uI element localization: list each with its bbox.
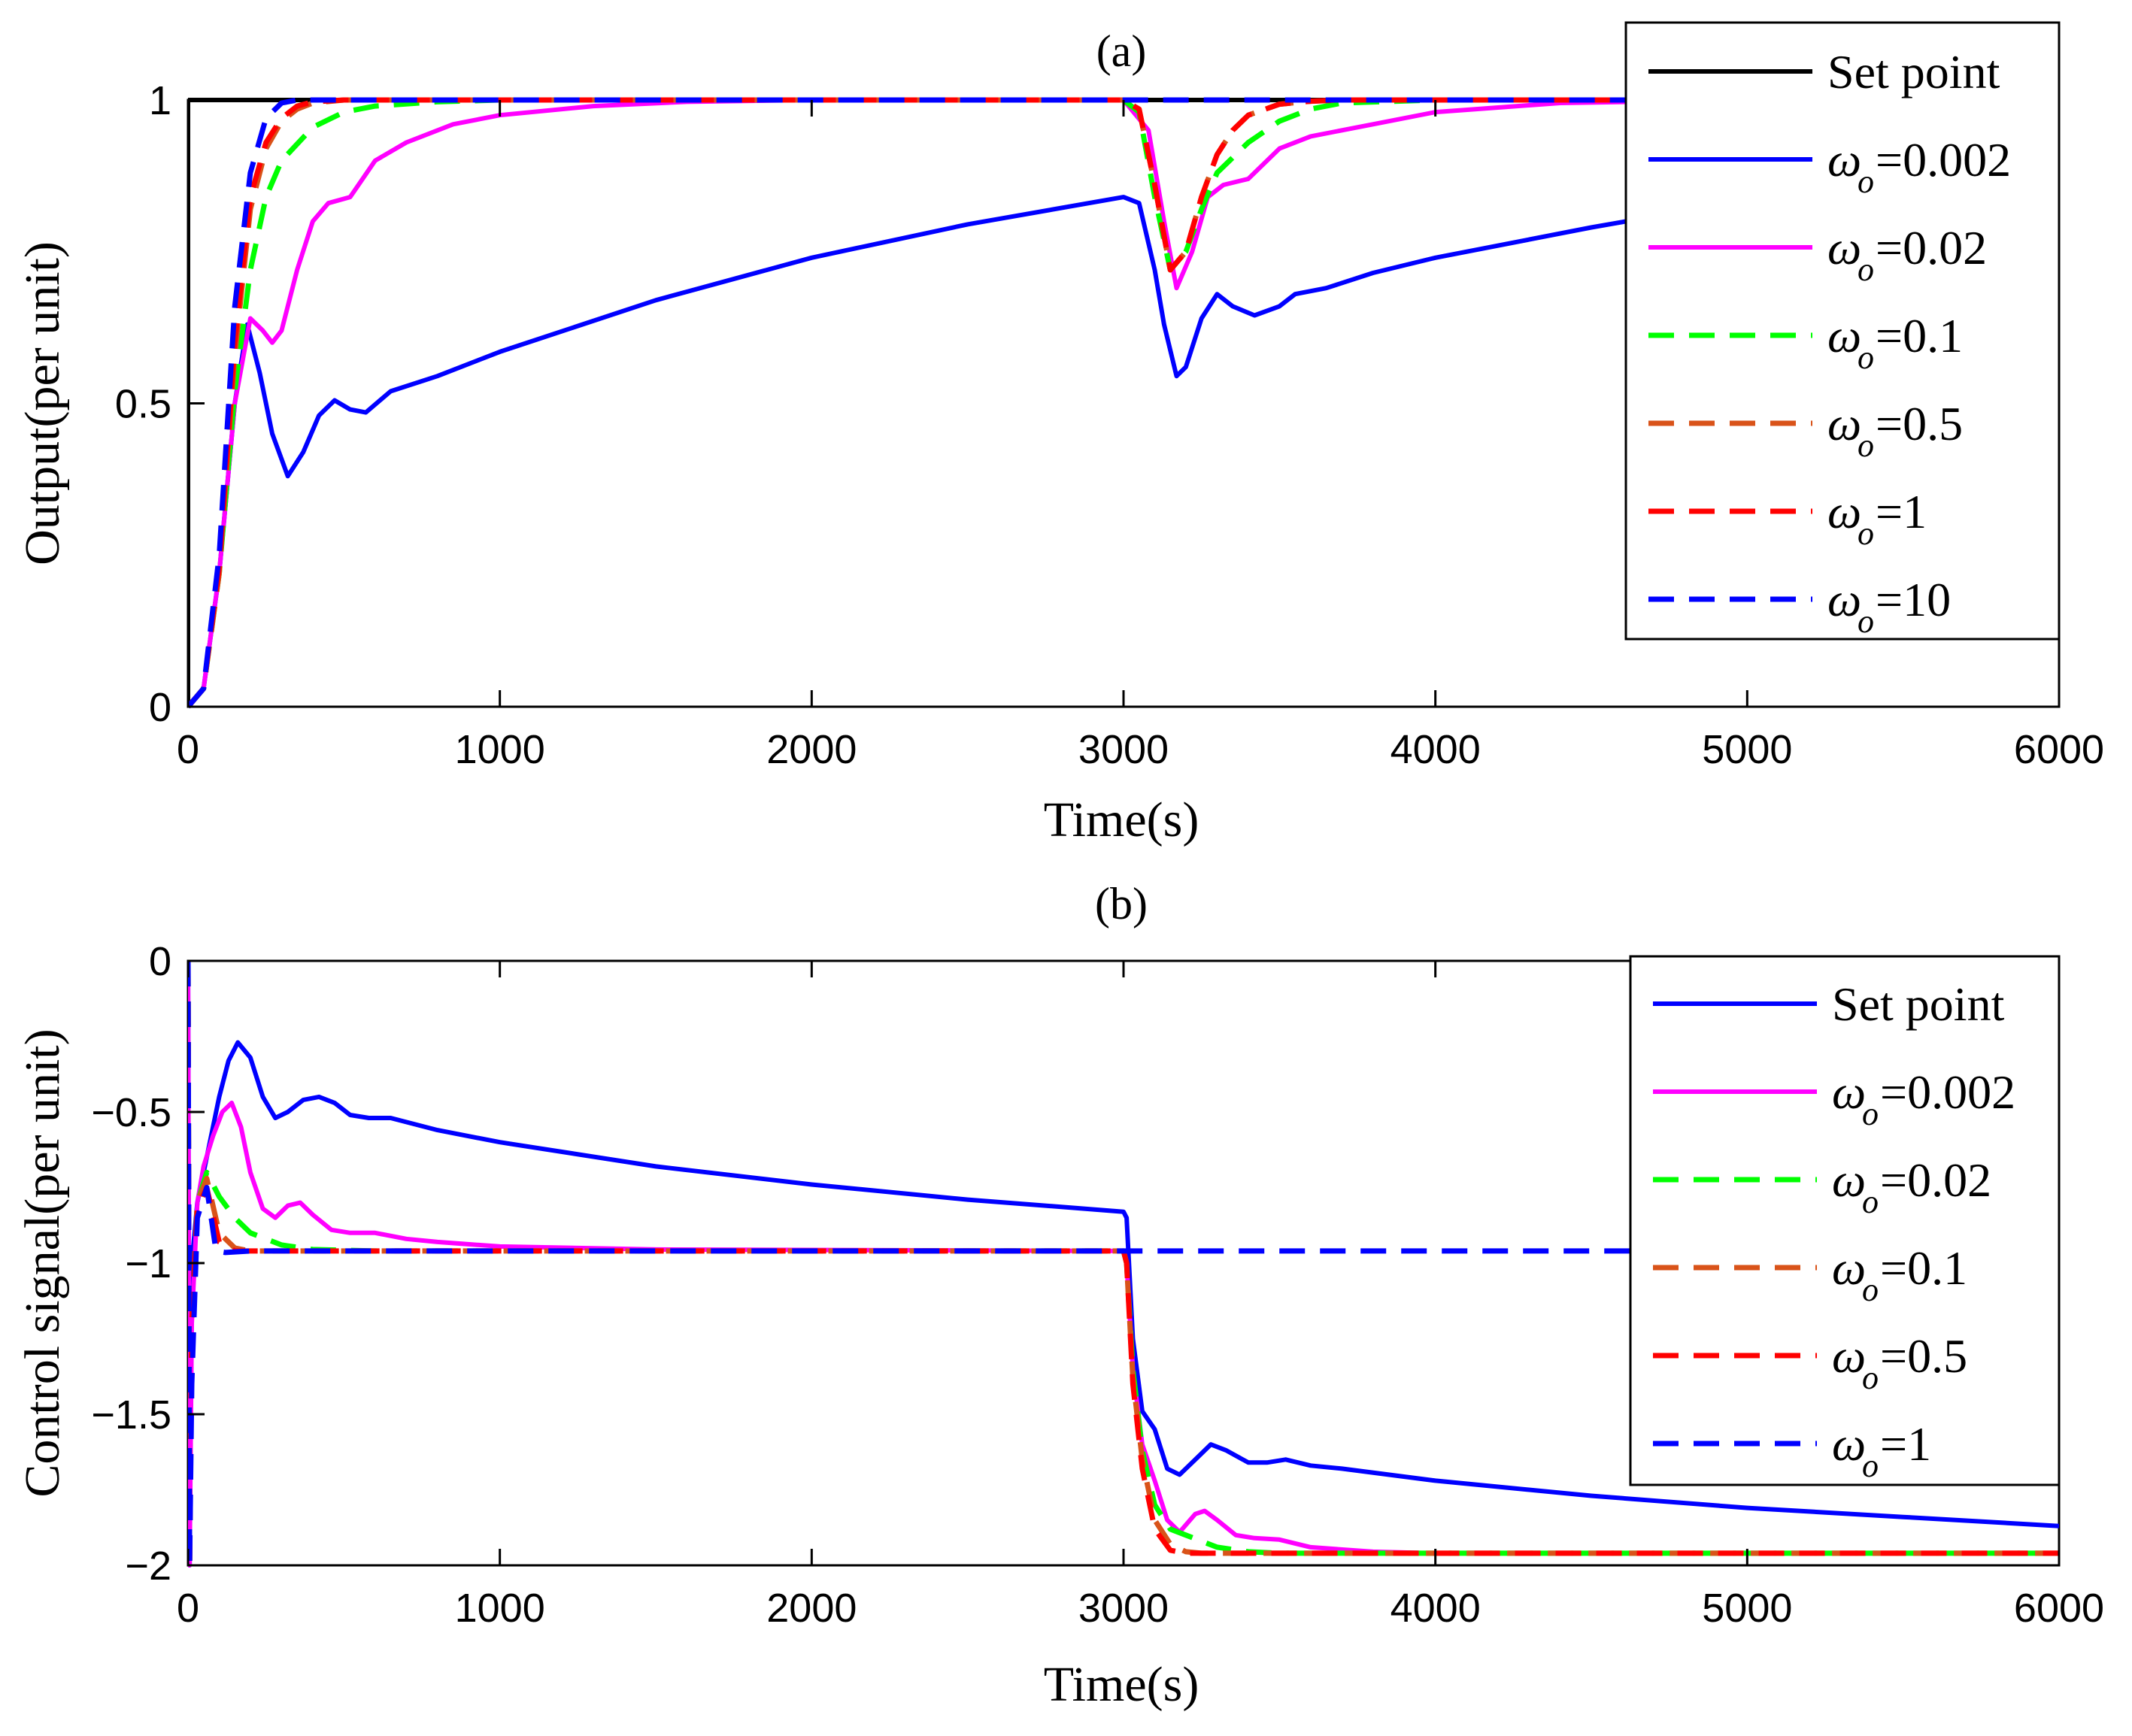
x-tick-label: 0 [177, 1586, 199, 1631]
x-tick-label: 2000 [766, 1586, 857, 1631]
y-tick-label: −1.5 [91, 1392, 171, 1438]
legend-value: =0.1 [1876, 309, 1963, 362]
x-tick-label: 3000 [1078, 727, 1169, 772]
x-tick-label: 0 [177, 727, 199, 772]
legend-omega-symbol: ω [1832, 1329, 1866, 1383]
legend-value: =0.002 [1876, 133, 2011, 186]
legend-omega-symbol: ω [1832, 1417, 1866, 1471]
x-tick-label: 3000 [1078, 1586, 1169, 1631]
legend-omega-symbol: ω [1827, 133, 1861, 186]
legend-item: Set point [1653, 977, 2005, 1031]
legend-subscript: o [1858, 251, 1874, 288]
legend-value: =1 [1876, 485, 1927, 538]
y-tick-label: 0 [149, 939, 171, 984]
legend-subscript: o [1858, 339, 1874, 376]
legend-omega-symbol: ω [1832, 1153, 1866, 1207]
chart-title: (a) [1096, 26, 1147, 76]
legend-subscript: o [1858, 163, 1874, 200]
series-line-6 [188, 97, 2059, 709]
legend-value: =1 [1880, 1417, 1931, 1471]
series-line-3 [188, 97, 2059, 709]
chart-title: (b) [1095, 879, 1148, 929]
legend-subscript: o [1858, 603, 1874, 640]
y-tick-label: 0 [149, 685, 171, 730]
series-line-1 [188, 960, 2059, 1568]
x-tick-label: 4000 [1391, 727, 1481, 772]
legend-item: ωo =1 [1648, 485, 1927, 552]
y-tick-label: −2 [125, 1544, 171, 1589]
legend-value: =10 [1876, 573, 1951, 626]
legend-omega-symbol: ω [1827, 573, 1861, 626]
y-axis-label: Control signal(per unit) [15, 1029, 70, 1497]
x-tick-label: 2000 [766, 727, 857, 772]
legend-subscript: o [1858, 427, 1874, 464]
legend-item: ωo =0.1 [1648, 309, 1963, 376]
legend-item: ωo =0.002 [1653, 1065, 2015, 1132]
legend-item: ωo =0.5 [1648, 397, 1963, 464]
legend-value: =0.002 [1880, 1065, 2015, 1119]
legend-label: Set point [1827, 45, 2000, 98]
x-axis-label: Time(s) [1044, 792, 1199, 847]
legend-value: =0.5 [1876, 397, 1963, 450]
legend-item: ωo =0.02 [1653, 1153, 1991, 1220]
y-tick-label: −0.5 [91, 1090, 171, 1135]
x-tick-label: 5000 [1702, 1586, 1792, 1631]
x-tick-label: 6000 [2014, 1586, 2104, 1631]
y-tick-label: −1 [125, 1241, 171, 1286]
legend-item: ωo =1 [1653, 1417, 1931, 1484]
legend-omega-symbol: ω [1832, 1241, 1866, 1295]
y-axis-label: Output(per unit) [15, 241, 70, 565]
legend-box [1624, 21, 2061, 641]
series-line-1 [188, 158, 2059, 708]
legend-box [1629, 955, 2061, 1486]
x-axis-label: Time(s) [1044, 1657, 1199, 1712]
legend-omega-symbol: ω [1827, 221, 1861, 274]
legend-omega-symbol: ω [1827, 309, 1861, 362]
legend-subscript: o [1862, 1447, 1879, 1484]
chart-panel-b: 0 1000 2000 3000 4000 5000 6000 −2 −1.5 −1 −0.5 0 (b… [15, 879, 2104, 1712]
series-line-5 [188, 97, 2059, 709]
legend-value: =0.02 [1876, 221, 1987, 274]
legend-item: ωo =0.1 [1653, 1241, 1967, 1308]
legend-item: ωo =0.002 [1648, 133, 2011, 200]
legend-subscript: o [1862, 1095, 1879, 1132]
x-tick-label: 1000 [455, 1586, 545, 1631]
legend-omega-symbol: ω [1827, 397, 1861, 450]
legend-item: Set point [1648, 45, 2000, 98]
legend-subscript: o [1862, 1183, 1879, 1220]
legend-subscript: o [1862, 1271, 1879, 1308]
legend-omega-symbol: ω [1827, 485, 1861, 538]
series-line-5 [188, 960, 2059, 1568]
y-tick-label: 1 [149, 78, 171, 123]
legend-value: =0.5 [1880, 1329, 1967, 1383]
x-tick-label: 6000 [2014, 727, 2104, 772]
legend-item: ωo =10 [1648, 573, 1951, 640]
legend-subscript: o [1862, 1359, 1879, 1396]
x-tick-label: 4000 [1391, 1586, 1481, 1631]
legend-label: Set point [1832, 977, 2005, 1031]
legend-omega-symbol: ω [1832, 1065, 1866, 1119]
chart-panel-a: 0 1000 2000 3000 4000 5000 6000 0 0.5 1 (a) Time(s)… [15, 21, 2104, 847]
legend-item: ωo =0.02 [1648, 221, 1987, 288]
legend-item: ωo =0.5 [1653, 1329, 1967, 1396]
series-group [188, 960, 2059, 1568]
x-tick-label: 5000 [1702, 727, 1792, 772]
y-tick-label: 0.5 [115, 382, 171, 427]
legend-subscript: o [1858, 515, 1874, 552]
legend-value: =0.02 [1880, 1153, 1991, 1207]
x-tick-label: 1000 [455, 727, 545, 772]
series-line-2 [188, 98, 2059, 708]
legend-value: =0.1 [1880, 1241, 1967, 1295]
series-line-0 [188, 960, 2059, 1568]
